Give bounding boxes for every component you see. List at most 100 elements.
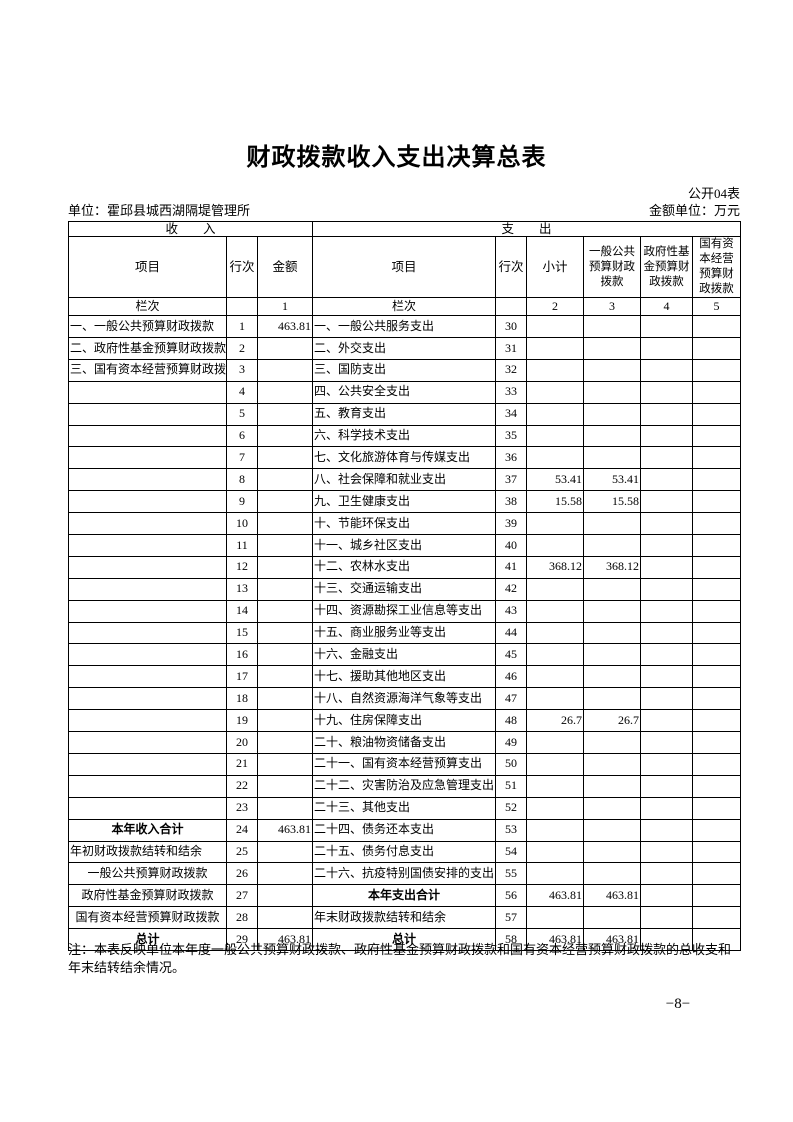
expense-subtotal-cell [526, 337, 584, 360]
revenue-rowno-cell: 17 [226, 665, 258, 689]
expense-item-cell: 十五、商业服务业等支出 [312, 621, 496, 645]
revenue-rowno-cell: 8 [226, 468, 258, 492]
table-row: 10 十、节能环保支出 39 [68, 512, 742, 536]
revenue-item-cell: 一、一般公共预算财政拨款 [68, 315, 227, 339]
expense-govt-fund-cell [640, 490, 693, 514]
expense-subtotal-cell: 368.12 [526, 555, 584, 579]
expense-rowno-cell: 51 [495, 774, 527, 798]
table-row: 二、政府性基金预算财政拨款 2 二、外交支出 31 [68, 337, 742, 360]
col-index-4: 4 [640, 297, 693, 317]
expense-general-public-cell [583, 424, 641, 448]
expense-subtotal-cell [526, 446, 584, 470]
expense-state-capital-cell [691, 687, 742, 711]
expense-govt-fund-cell [640, 731, 693, 754]
expense-state-capital-cell [691, 424, 742, 448]
expense-rowno-cell: 43 [495, 599, 527, 623]
revenue-item-cell [68, 796, 227, 820]
expense-state-capital-cell [691, 621, 742, 645]
expense-govt-fund-cell [640, 424, 693, 448]
expense-item-cell: 六、科学技术支出 [312, 424, 496, 448]
expense-rowno-cell: 48 [495, 709, 527, 733]
expense-rowno-cell: 49 [495, 731, 527, 754]
revenue-item-cell: 一般公共预算财政拨款 [68, 862, 227, 886]
table-row: 年初财政拨款结转和结余 25 二十五、债务付息支出 54 [68, 840, 742, 864]
header-state-capital-budget: 国有资本经营预算财政拨款 [691, 236, 742, 299]
expense-item-cell: 十七、援助其他地区支出 [312, 665, 496, 689]
expense-subtotal-cell [526, 731, 584, 754]
col-label-revenue: 栏次 [68, 297, 227, 317]
revenue-item-cell [68, 774, 227, 798]
header-revenue-item: 项目 [68, 236, 227, 299]
expense-govt-fund-cell [640, 512, 693, 536]
expense-state-capital-cell [691, 796, 742, 820]
expense-rowno-cell: 52 [495, 796, 527, 820]
revenue-rowno-cell: 23 [226, 796, 258, 820]
revenue-rowno-cell: 9 [226, 490, 258, 514]
revenue-rowno-cell: 24 [226, 818, 258, 842]
meta-row: 单位：霍邱县城西湖隔堤管理所 金额单位：万元 [68, 200, 740, 219]
expense-subtotal-cell [526, 512, 584, 536]
revenue-item-cell [68, 424, 227, 448]
revenue-rowno-cell: 26 [226, 862, 258, 886]
expense-rowno-cell: 44 [495, 621, 527, 645]
revenue-amount-cell: 463.81 [257, 315, 313, 339]
expense-banner: 支 出 [311, 220, 742, 238]
expense-subtotal-cell [526, 906, 584, 930]
revenue-rowno-cell: 21 [226, 752, 258, 776]
expense-rowno-cell: 42 [495, 577, 527, 601]
expense-subtotal-cell [526, 621, 584, 645]
expense-subtotal-cell [526, 315, 584, 339]
revenue-amount-cell [257, 906, 313, 930]
expense-subtotal-cell [526, 840, 584, 864]
table-row: 7 七、文化旅游体育与传媒支出 36 [68, 446, 742, 470]
expense-subtotal-cell [526, 358, 584, 382]
expense-rowno-cell: 39 [495, 512, 527, 536]
expense-subtotal-cell [526, 818, 584, 842]
col-index-5: 5 [691, 297, 742, 317]
revenue-rowno-cell: 11 [226, 534, 258, 557]
expense-rowno-cell: 53 [495, 818, 527, 842]
expense-rowno-cell: 35 [495, 424, 527, 448]
expense-govt-fund-cell [640, 555, 693, 579]
revenue-rowno-cell: 7 [226, 446, 258, 470]
expense-subtotal-cell [526, 424, 584, 448]
table-row: 6 六、科学技术支出 35 [68, 424, 742, 448]
table-row: 9 九、卫生健康支出 38 15.58 15.58 [68, 490, 742, 514]
expense-govt-fund-cell [640, 709, 693, 733]
revenue-amount-cell [257, 774, 313, 798]
revenue-rowno-cell: 27 [226, 884, 258, 908]
expense-rowno-cell: 31 [495, 337, 527, 360]
header-expense-rowno: 行次 [495, 236, 527, 299]
revenue-item-cell [68, 490, 227, 514]
expense-item-cell: 十一、城乡社区支出 [312, 534, 496, 557]
expense-rowno-cell: 32 [495, 358, 527, 382]
expense-general-public-cell [583, 534, 641, 557]
expense-general-public-cell: 26.7 [583, 709, 641, 733]
expense-state-capital-cell [691, 555, 742, 579]
table-row: 政府性基金预算财政拨款 27 本年支出合计 56 463.81 463.81 [68, 884, 742, 908]
revenue-rowno-cell: 22 [226, 774, 258, 798]
expense-item-cell: 十、节能环保支出 [312, 512, 496, 536]
expense-item-cell: 十三、交通运输支出 [312, 577, 496, 601]
expense-govt-fund-cell [640, 358, 693, 382]
revenue-item-cell [68, 555, 227, 579]
table-row: 一、一般公共预算财政拨款 1 463.81 一、一般公共服务支出 30 [68, 315, 742, 339]
expense-govt-fund-cell [640, 534, 693, 557]
expense-rowno-cell: 50 [495, 752, 527, 776]
expense-subtotal-cell [526, 687, 584, 711]
revenue-rowno-cell: 5 [226, 402, 258, 426]
col-index-3: 3 [583, 297, 641, 317]
expense-general-public-cell [583, 402, 641, 426]
revenue-item-cell [68, 512, 227, 536]
expense-subtotal-cell [526, 402, 584, 426]
expense-general-public-cell [583, 774, 641, 798]
revenue-item-cell: 年初财政拨款结转和结余 [68, 840, 227, 864]
expense-state-capital-cell [691, 402, 742, 426]
expense-item-cell: 一、一般公共服务支出 [312, 315, 496, 339]
expense-item-cell: 五、教育支出 [312, 402, 496, 426]
header-expense-item: 项目 [312, 236, 496, 299]
header-general-public-budget: 一般公共预算财政拨款 [583, 236, 641, 299]
expense-item-cell: 二十、粮油物资储备支出 [312, 731, 496, 754]
revenue-amount-cell [257, 337, 313, 360]
expense-state-capital-cell [691, 774, 742, 798]
